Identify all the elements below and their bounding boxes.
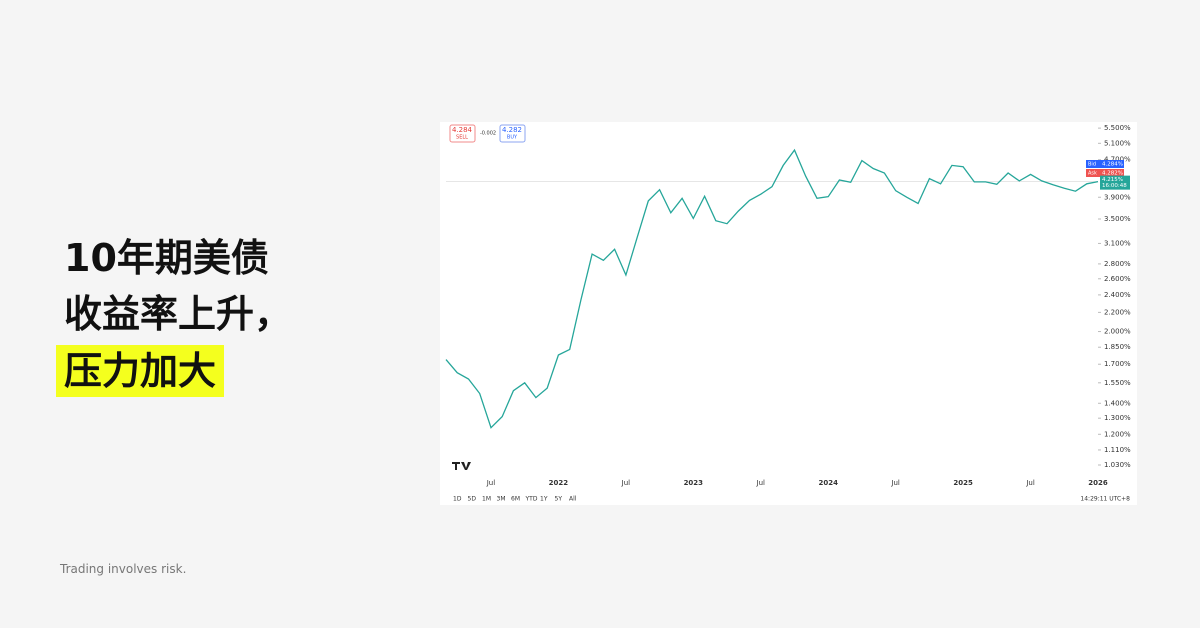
bid-value-badge [1100,160,1124,168]
y-tick-label: 1.850% [1104,343,1131,351]
ask-value-badge [1100,169,1124,177]
y-tick-label: 1.700% [1104,360,1131,368]
x-tick-label: 2026 [1088,479,1108,487]
headline-highlight: 压力加大 [56,345,225,397]
y-tick-label: 2.000% [1104,328,1131,336]
bid-label: Bid [1088,162,1096,168]
x-tick-label: Jul [756,479,766,487]
last-price-time: 16:00:48 [1102,183,1127,189]
x-tick-label: 2023 [684,479,704,487]
y-tick-label: 4.700% [1104,156,1131,164]
x-tick-label: Jul [890,479,900,487]
logo [452,462,471,470]
y-tick-label: 2.600% [1104,275,1131,283]
y-tick-label: 2.200% [1104,308,1131,316]
range-button[interactable]: 5D [468,496,477,503]
buy-label: BUY [507,135,518,141]
spread: -0.002 [480,131,496,137]
buy-button[interactable] [499,124,526,143]
y-tick-label: 1.110% [1104,446,1131,454]
range-button[interactable]: All [569,496,577,503]
y-tick-label: 1.300% [1104,414,1131,422]
range-button[interactable]: 6M [511,496,520,503]
range-button[interactable]: YTD [525,496,538,503]
y-tick-label: 1.400% [1104,399,1131,407]
y-tick-label: 2.800% [1104,260,1131,268]
y-tick-label: 1.200% [1104,430,1131,438]
last-price-label: 4.215% [1102,177,1123,183]
price-line [445,148,1099,429]
y-tick-label: 3.500% [1104,215,1131,223]
y-tick-label: 1.030% [1104,461,1131,469]
ask-badge [1086,169,1100,177]
last-price-badge [1100,175,1130,190]
clock: 14:29:11 UTC+8 [1080,496,1130,503]
y-tick-label: 5.100% [1104,139,1131,147]
range-button[interactable]: 1D [453,496,462,503]
headline: 收益率上升， [64,292,293,336]
chart: 4.284 SELL -0.002 4.282 BUY 14:29:11 UTC… [440,122,1137,505]
x-tick-label: Jul [1025,479,1035,487]
sell-button[interactable] [449,124,476,143]
disclaimer: Trading involves risk. [60,562,187,576]
x-tick-label: 2025 [953,479,973,487]
ask-label: Ask [1088,171,1097,177]
sell-price: 4.284 [452,126,473,134]
x-tick-label: Jul [486,479,496,487]
range-button[interactable]: 3M [497,496,506,503]
x-tick-label: 2022 [549,479,569,487]
buy-price: 4.282 [502,126,522,134]
y-tick-label: 3.900% [1104,193,1131,201]
bid-badge [1086,160,1100,168]
range-button[interactable]: 1Y [540,496,548,503]
y-tick-label: 5.500% [1104,124,1131,132]
y-tick-label: 3.100% [1104,239,1131,247]
y-tick-label: 1.550% [1104,379,1131,387]
range-button[interactable]: 5Y [555,496,563,503]
x-tick-label: Jul [621,479,631,487]
headline: 10年期美债 [64,236,269,280]
bid-value: 4.284% [1102,162,1123,168]
x-tick-label: 2024 [818,479,838,487]
range-button[interactable]: 1M [482,496,491,503]
sell-label: SELL [456,135,468,141]
ask-value: 4.282% [1102,171,1123,177]
y-tick-label: 2.400% [1104,291,1131,299]
